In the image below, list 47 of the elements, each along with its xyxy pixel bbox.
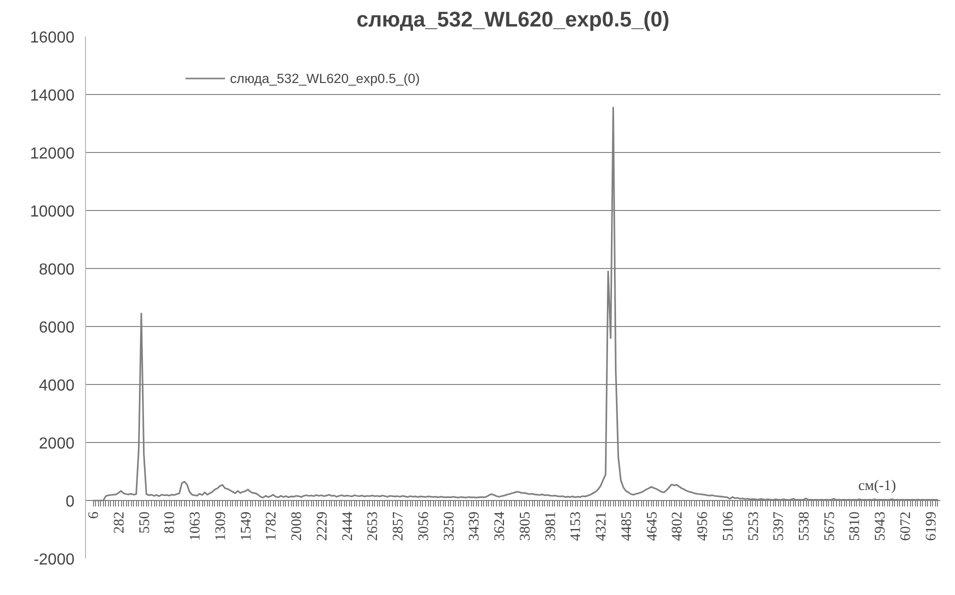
x-tick-label: 6	[86, 512, 102, 519]
legend-label: слюда_532_WL620_exp0.5_(0)	[230, 70, 420, 86]
x-tick-label: 5397	[771, 512, 788, 541]
x-tick-label: 6199	[923, 512, 940, 541]
y-tick-label: 12000	[30, 146, 75, 162]
x-tick-label: 4956	[695, 512, 712, 541]
chart-title: слюда_532_WL620_exp0.5_(0)	[356, 8, 670, 32]
x-tick-label: 3056	[416, 512, 432, 541]
y-tick-label: 0	[66, 494, 75, 510]
y-tick-label: 4000	[38, 378, 75, 394]
x-tick-label: 4153	[568, 512, 584, 541]
x-tick-label: 282	[111, 512, 128, 534]
y-tick-label: 8000	[38, 262, 75, 278]
x-tick-label: 2008	[289, 512, 306, 541]
x-tick-label: 3250	[441, 512, 458, 541]
x-tick-label: 2653	[365, 512, 382, 541]
x-tick-label: 810	[162, 512, 178, 534]
x-tick-label: 4485	[618, 512, 635, 541]
x-tick-label: 1063	[188, 512, 204, 541]
y-tick-label: 16000	[30, 30, 75, 46]
x-tick-label: 2229	[314, 512, 330, 541]
y-tick-label: 14000	[30, 88, 75, 104]
x-tick-label: 4645	[644, 512, 660, 541]
x-tick-label: 4802	[670, 512, 686, 541]
x-tick-label: 6072	[898, 512, 914, 541]
y-tick-label: 10000	[30, 204, 75, 220]
x-tick-label: 3624	[492, 510, 508, 541]
x-tick-label: 550	[136, 512, 153, 534]
x-tick-label: 5810	[847, 512, 864, 541]
x-tick-label: 4321	[594, 512, 610, 541]
x-tick-label: 5538	[796, 512, 812, 541]
x-tick-label: 3805	[517, 512, 534, 541]
x-tick-label: 5943	[872, 512, 889, 541]
x-tick-label: 3439	[466, 512, 483, 541]
x-tick-label: 2444	[340, 510, 356, 541]
x-tick-label: 1782	[264, 512, 280, 541]
y-tick-label: -2000	[34, 552, 75, 568]
y-tick-label: 2000	[38, 436, 75, 452]
x-tick-label: 5675	[822, 512, 838, 541]
x-tick-label: 1549	[238, 512, 254, 541]
x-tick-label: 5253	[746, 512, 762, 541]
y-tick-label: 6000	[38, 320, 75, 336]
x-tick-label: 5106	[720, 512, 736, 541]
x-tick-label: 3981	[542, 512, 559, 541]
x-tick-label: 2857	[390, 512, 407, 541]
x-axis-title: см(-1)	[858, 478, 896, 494]
x-tick-label: 1309	[212, 512, 229, 541]
